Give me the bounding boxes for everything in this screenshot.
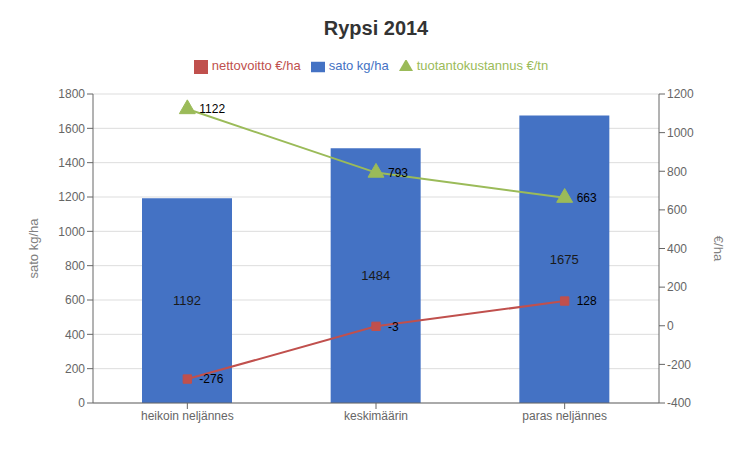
svg-text:1000: 1000 — [58, 225, 85, 239]
svg-text:-200: -200 — [667, 358, 691, 372]
svg-text:1200: 1200 — [58, 190, 85, 204]
html-text:tuotantokustannus €/tn: tuotantokustannus €/tn — [416, 58, 549, 73]
svg-text:793: 793 — [388, 166, 408, 180]
svg-text:1600: 1600 — [58, 122, 85, 136]
svg-text:paras neljännes: paras neljännes — [522, 409, 607, 423]
svg-text:0: 0 — [78, 396, 85, 410]
svg-text:keskimäärin: keskimäärin — [344, 409, 408, 423]
svg-text:-400: -400 — [667, 396, 691, 410]
svg-text:600: 600 — [65, 293, 85, 307]
svg-text:-276: -276 — [199, 372, 223, 386]
svg-text:1200: 1200 — [667, 87, 694, 101]
html-text:Rypsi 2014: Rypsi 2014 — [323, 17, 429, 39]
svg-text:sato kg/ha: sato kg/ha — [26, 218, 41, 279]
svg-text:1800: 1800 — [58, 87, 85, 101]
svg-text:1484: 1484 — [361, 268, 390, 283]
svg-text:1675: 1675 — [550, 252, 579, 267]
svg-text:200: 200 — [65, 362, 85, 376]
svg-text:128: 128 — [577, 294, 597, 308]
svg-text:400: 400 — [65, 328, 85, 342]
svg-text:800: 800 — [667, 165, 687, 179]
svg-text:1122: 1122 — [199, 102, 225, 116]
svg-text:1000: 1000 — [667, 126, 694, 140]
svg-text:heikoin neljännes: heikoin neljännes — [141, 409, 234, 423]
svg-text:1192: 1192 — [173, 293, 201, 308]
svg-text:0: 0 — [667, 319, 674, 333]
svg-text:-3: -3 — [388, 320, 399, 334]
svg-text:200: 200 — [667, 280, 687, 294]
html-text:nettovoitto €/ha: nettovoitto €/ha — [211, 58, 301, 73]
svg-text:663: 663 — [577, 191, 597, 205]
svg-text:€/ha: €/ha — [711, 236, 726, 262]
svg-text:600: 600 — [667, 203, 687, 217]
svg-text:400: 400 — [667, 242, 687, 256]
svg-text:1400: 1400 — [58, 156, 85, 170]
html-text:sato kg/ha: sato kg/ha — [328, 58, 389, 73]
svg-text:800: 800 — [65, 259, 85, 273]
